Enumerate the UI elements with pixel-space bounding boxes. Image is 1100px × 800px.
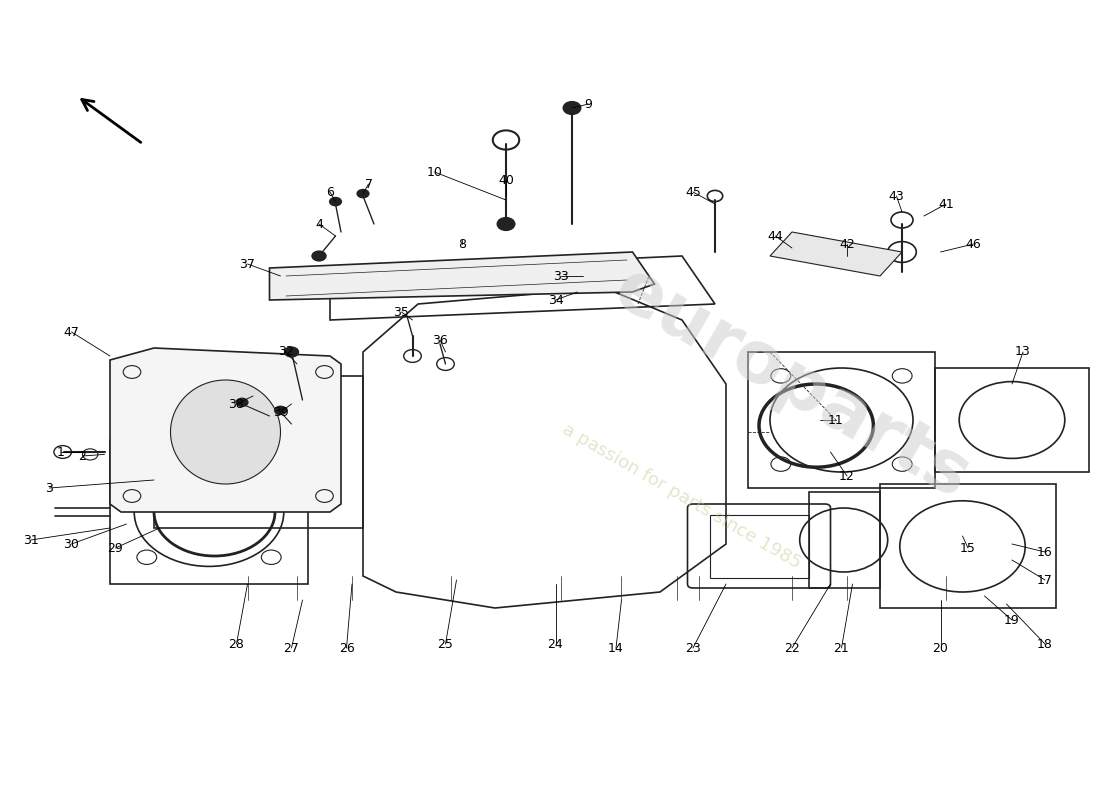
Text: 39: 39 bbox=[273, 406, 288, 418]
Text: 24: 24 bbox=[548, 638, 563, 650]
Text: 46: 46 bbox=[966, 238, 981, 250]
Circle shape bbox=[284, 346, 299, 358]
Polygon shape bbox=[270, 252, 654, 300]
Text: 15: 15 bbox=[960, 542, 976, 554]
Bar bbox=[748, 352, 935, 488]
Polygon shape bbox=[110, 348, 341, 512]
Text: 2: 2 bbox=[78, 450, 87, 462]
Text: 17: 17 bbox=[1037, 574, 1053, 586]
Ellipse shape bbox=[170, 380, 280, 484]
Text: 12: 12 bbox=[839, 470, 855, 482]
Text: 32: 32 bbox=[278, 346, 294, 358]
Text: 20: 20 bbox=[933, 642, 948, 654]
Text: 4: 4 bbox=[315, 218, 323, 230]
Text: 13: 13 bbox=[1015, 346, 1031, 358]
Text: 25: 25 bbox=[438, 638, 453, 650]
Text: 3: 3 bbox=[45, 482, 54, 494]
Text: 18: 18 bbox=[1037, 638, 1053, 650]
Text: 37: 37 bbox=[240, 258, 255, 270]
Text: 8: 8 bbox=[458, 238, 466, 250]
Polygon shape bbox=[770, 232, 902, 276]
Bar bbox=[880, 484, 1056, 608]
Text: 35: 35 bbox=[394, 306, 409, 318]
Text: 7: 7 bbox=[364, 178, 373, 190]
Text: 38: 38 bbox=[229, 398, 244, 410]
Circle shape bbox=[563, 102, 581, 114]
Text: 44: 44 bbox=[768, 230, 783, 242]
Text: 45: 45 bbox=[685, 186, 701, 198]
Circle shape bbox=[311, 250, 327, 262]
Bar bbox=[710, 515, 808, 578]
Text: europarts: europarts bbox=[602, 254, 982, 514]
Text: 1: 1 bbox=[56, 446, 65, 458]
Text: 22: 22 bbox=[784, 642, 800, 654]
Text: 28: 28 bbox=[229, 638, 244, 650]
Bar bbox=[110, 440, 308, 584]
Text: 29: 29 bbox=[108, 542, 123, 554]
Text: 34: 34 bbox=[548, 294, 563, 306]
Text: 30: 30 bbox=[64, 538, 79, 550]
Text: 31: 31 bbox=[23, 534, 38, 546]
Text: 26: 26 bbox=[339, 642, 354, 654]
Text: 43: 43 bbox=[889, 190, 904, 202]
Circle shape bbox=[497, 218, 515, 230]
Text: 23: 23 bbox=[685, 642, 701, 654]
Text: 47: 47 bbox=[64, 326, 79, 338]
Text: 27: 27 bbox=[284, 642, 299, 654]
Bar bbox=[808, 492, 880, 588]
Text: 40: 40 bbox=[498, 174, 514, 186]
Text: 21: 21 bbox=[834, 642, 849, 654]
Text: a passion for parts since 1985: a passion for parts since 1985 bbox=[560, 420, 804, 572]
Text: 16: 16 bbox=[1037, 546, 1053, 558]
Text: 9: 9 bbox=[584, 98, 593, 110]
Bar bbox=[935, 368, 1089, 472]
Circle shape bbox=[329, 197, 342, 206]
Text: 42: 42 bbox=[839, 238, 855, 250]
Text: 36: 36 bbox=[432, 334, 448, 346]
Circle shape bbox=[235, 398, 249, 407]
Text: 11: 11 bbox=[828, 414, 844, 426]
FancyArrowPatch shape bbox=[81, 99, 141, 142]
Text: 14: 14 bbox=[608, 642, 624, 654]
Text: 33: 33 bbox=[553, 270, 569, 282]
Text: 19: 19 bbox=[1004, 614, 1020, 626]
Text: 10: 10 bbox=[427, 166, 442, 178]
Circle shape bbox=[274, 406, 287, 415]
Text: 6: 6 bbox=[326, 186, 334, 198]
Circle shape bbox=[356, 189, 370, 198]
Text: 41: 41 bbox=[938, 198, 954, 210]
Bar bbox=[154, 376, 363, 528]
